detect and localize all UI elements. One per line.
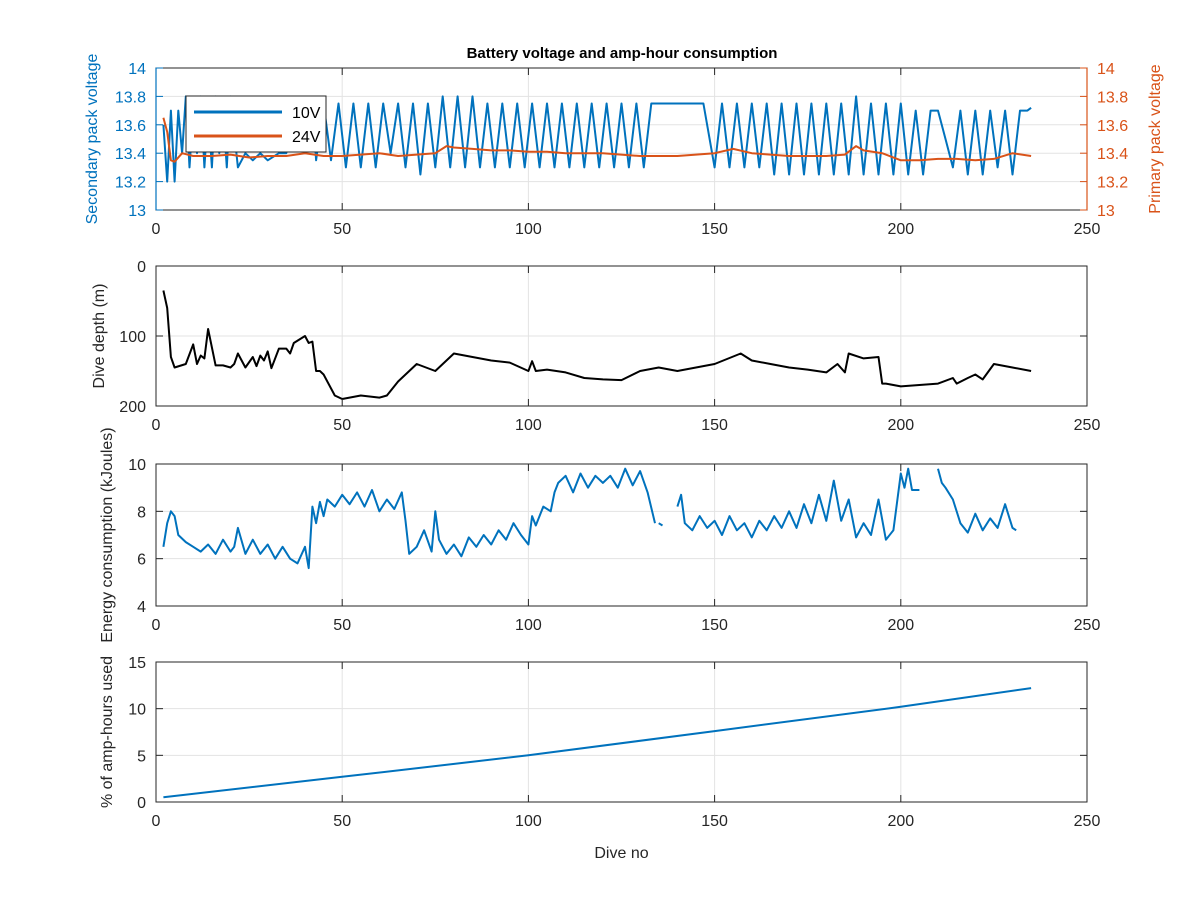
x-tick-label: 50: [333, 813, 351, 830]
y-tick-label: 100: [119, 329, 146, 346]
y-tick-label: 13.6: [115, 118, 146, 135]
y-tick-label: 15: [128, 655, 146, 672]
x-tick-label: 50: [333, 617, 351, 634]
y-tick-label: 13.2: [115, 175, 146, 192]
x-tick-label: 250: [1074, 813, 1101, 830]
y-right-tick-label: 13.2: [1097, 175, 1128, 192]
y-axis-label: % of amp-hours used: [99, 656, 116, 808]
y-tick-label: 0: [137, 259, 146, 276]
y-right-tick-label: 13.4: [1097, 146, 1128, 163]
y-right-tick-label: 14: [1097, 61, 1115, 78]
y-tick-label: 10: [128, 457, 146, 474]
axes-box: [155, 463, 1088, 607]
figure-title: Battery voltage and amp-hour consumption: [467, 45, 778, 62]
y-tick-label: 13: [128, 203, 146, 220]
y-right-tick-label: 13: [1097, 203, 1115, 220]
x-tick-label: 100: [515, 417, 542, 434]
energy-panel: 0 50 100 150 200 250 4 6 8 10 Energy consumption (…: [99, 427, 1100, 642]
x-tick-label: 150: [701, 417, 728, 434]
x-axis-label: Dive no: [594, 845, 648, 862]
y-tick-label: 14: [128, 61, 146, 78]
y-right-tick-label: 13.6: [1097, 118, 1128, 135]
x-tick-label: 100: [515, 813, 542, 830]
depth-panel: 0 50 100 150 200 250 0 100 200 Dive depth (m): [91, 259, 1100, 434]
y-tick-label: 13.4: [115, 146, 146, 163]
y-tick-label: 13.8: [115, 89, 146, 106]
y-axis-label: Energy consumption (kJoules): [99, 427, 116, 642]
y-axis-label: Dive depth (m): [91, 284, 108, 389]
y-tick-label: 8: [137, 504, 146, 521]
x-tick-label: 250: [1074, 221, 1101, 238]
y-tick-label: 10: [128, 702, 146, 719]
x-tick-label: 150: [701, 813, 728, 830]
y-right-tick-label: 13.8: [1097, 89, 1128, 106]
voltage-panel: 0 50 100 150 200 2501313.213.413.613.814Secon…: [84, 54, 1164, 238]
x-tick-label: 50: [333, 417, 351, 434]
x-tick-label: 100: [515, 617, 542, 634]
x-tick-label: 100: [515, 221, 542, 238]
x-tick-label: 0: [152, 617, 161, 634]
y-axis-label: Secondary pack voltage: [84, 54, 101, 225]
x-tick-label: 250: [1074, 617, 1101, 634]
legend-label-24v: 24V: [292, 129, 321, 146]
x-tick-label: 0: [152, 813, 161, 830]
y-tick-label: 0: [137, 795, 146, 812]
series-line-24v: [162, 117, 1032, 163]
y-tick-label: 5: [137, 748, 146, 765]
x-tick-label: 200: [887, 617, 914, 634]
x-tick-label: 250: [1074, 417, 1101, 434]
axes-box: [155, 661, 1088, 803]
x-tick-label: 200: [887, 221, 914, 238]
series-line-depth: [162, 290, 1032, 400]
legend-label-10v: 10V: [292, 105, 321, 122]
x-tick-label: 200: [887, 813, 914, 830]
x-tick-label: 150: [701, 617, 728, 634]
x-tick-label: 50: [333, 221, 351, 238]
amphours-panel: 0 50 100 150 200 250 0 5 10 15 % of amp-hours used…: [99, 655, 1100, 862]
y-tick-label: 4: [137, 599, 146, 616]
legend-box: [185, 95, 327, 153]
x-tick-label: 150: [701, 221, 728, 238]
x-tick-label: 200: [887, 417, 914, 434]
y-tick-label: 200: [119, 399, 146, 416]
y-tick-label: 6: [137, 552, 146, 569]
x-tick-label: 0: [152, 417, 161, 434]
series-line-amphours: [163, 687, 1032, 799]
x-tick-label: 0: [152, 221, 161, 238]
series-line-energy: [162, 467, 1017, 570]
y-axis-label-right: Primary pack voltage: [1147, 64, 1164, 213]
